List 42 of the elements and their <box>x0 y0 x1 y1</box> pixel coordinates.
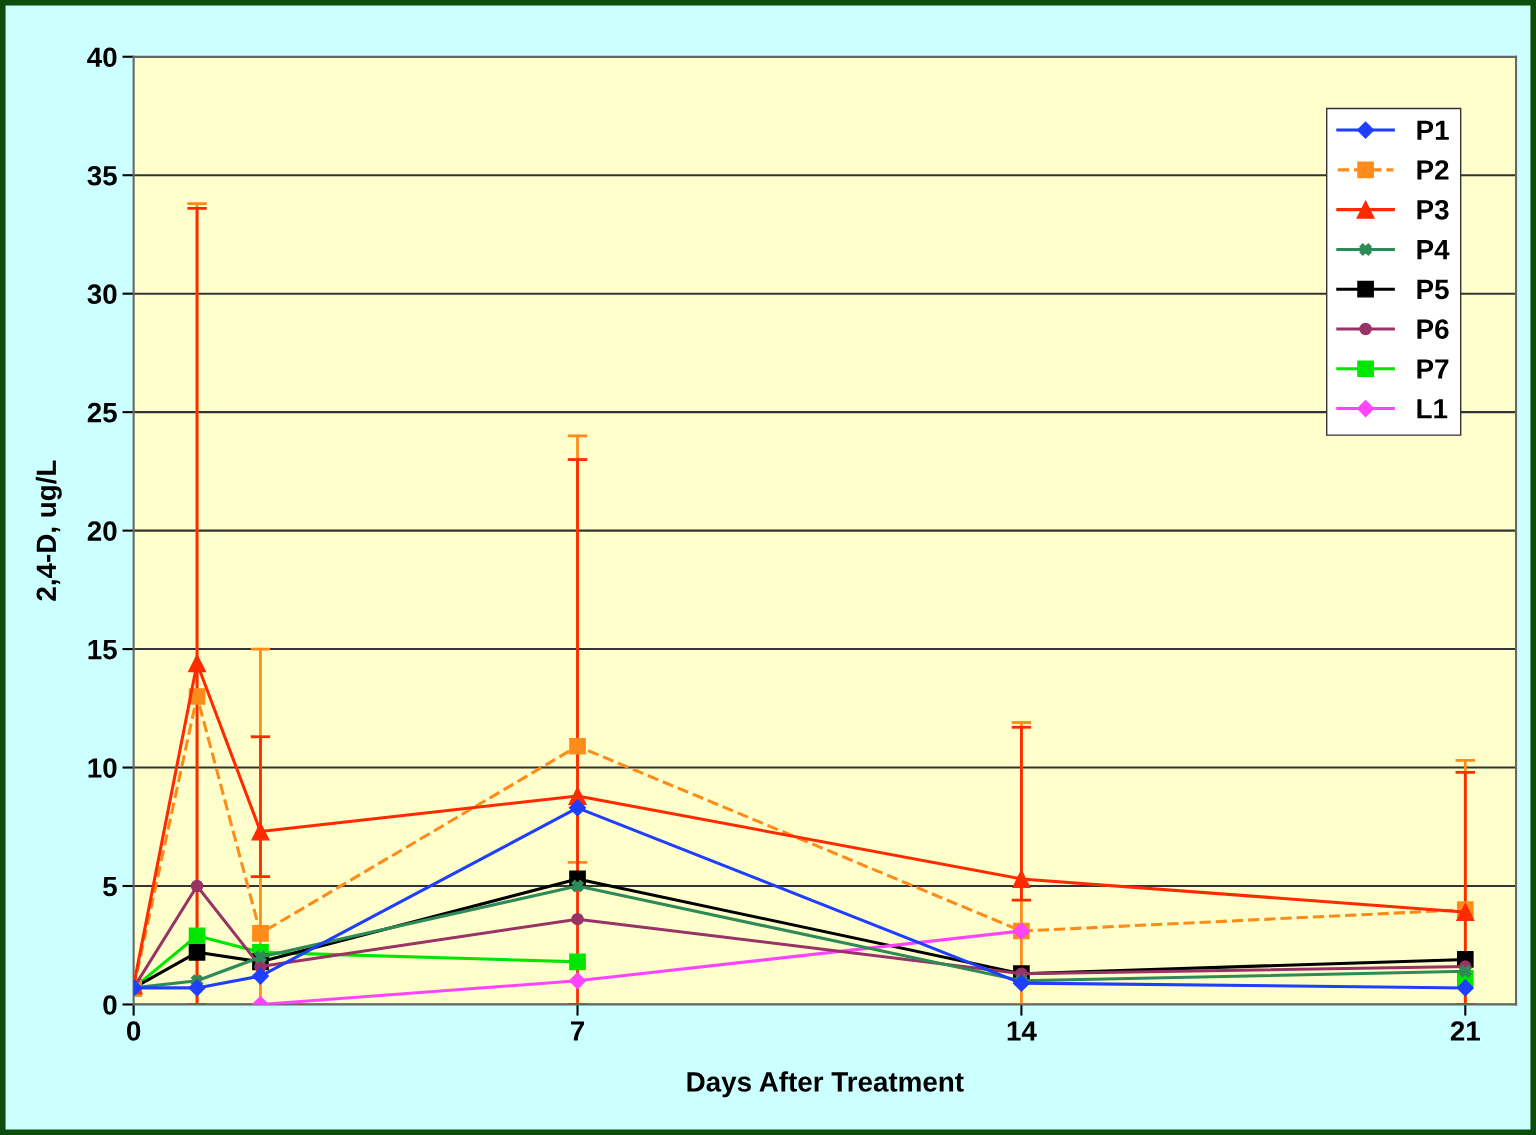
y-tick-label: 25 <box>87 402 117 423</box>
y-tick-label: 10 <box>88 758 117 778</box>
point <box>188 927 206 945</box>
legend-label: P5 <box>1417 279 1449 300</box>
point <box>252 925 269 942</box>
point <box>569 737 586 755</box>
point <box>568 799 587 817</box>
point <box>568 972 587 990</box>
y-tick-label: 20 <box>87 521 117 541</box>
y-tick-label: 40 <box>87 47 117 68</box>
point <box>190 879 204 893</box>
legend-label: L1 <box>1417 399 1448 419</box>
y-tick-label: 0 <box>103 995 117 1015</box>
y-tick-label: 5 <box>103 876 117 897</box>
x-tick-label: 21 <box>1450 1021 1480 1041</box>
point <box>571 912 584 926</box>
legend-label: P4 <box>1417 240 1450 260</box>
legend-label: P7 <box>1417 359 1449 379</box>
point <box>188 979 206 997</box>
point <box>1456 979 1474 997</box>
point <box>1459 965 1472 978</box>
point <box>1012 974 1030 992</box>
x-tick-label: 0 <box>127 1021 141 1041</box>
legend-label: P3 <box>1417 199 1449 220</box>
x-tick-label: 7 <box>570 1021 585 1041</box>
legend-label: P1 <box>1417 120 1449 140</box>
x-axis-title: Days After Treatment <box>687 1071 964 1098</box>
point <box>571 879 584 893</box>
legend-label: P6 <box>1417 319 1449 339</box>
point <box>1012 869 1031 888</box>
y-tick-label: 30 <box>87 284 117 305</box>
point <box>251 967 270 985</box>
point <box>251 822 270 841</box>
point <box>569 953 586 971</box>
x-tick-label: 14 <box>1007 1021 1037 1041</box>
point <box>188 944 206 961</box>
point <box>254 950 267 964</box>
y-axis-title: 2,4-D, ug/L <box>35 460 62 601</box>
y-tick-label: 15 <box>88 640 117 660</box>
y-tick-label: 35 <box>87 165 117 186</box>
point <box>188 654 207 673</box>
legend-label: P2 <box>1417 160 1449 180</box>
